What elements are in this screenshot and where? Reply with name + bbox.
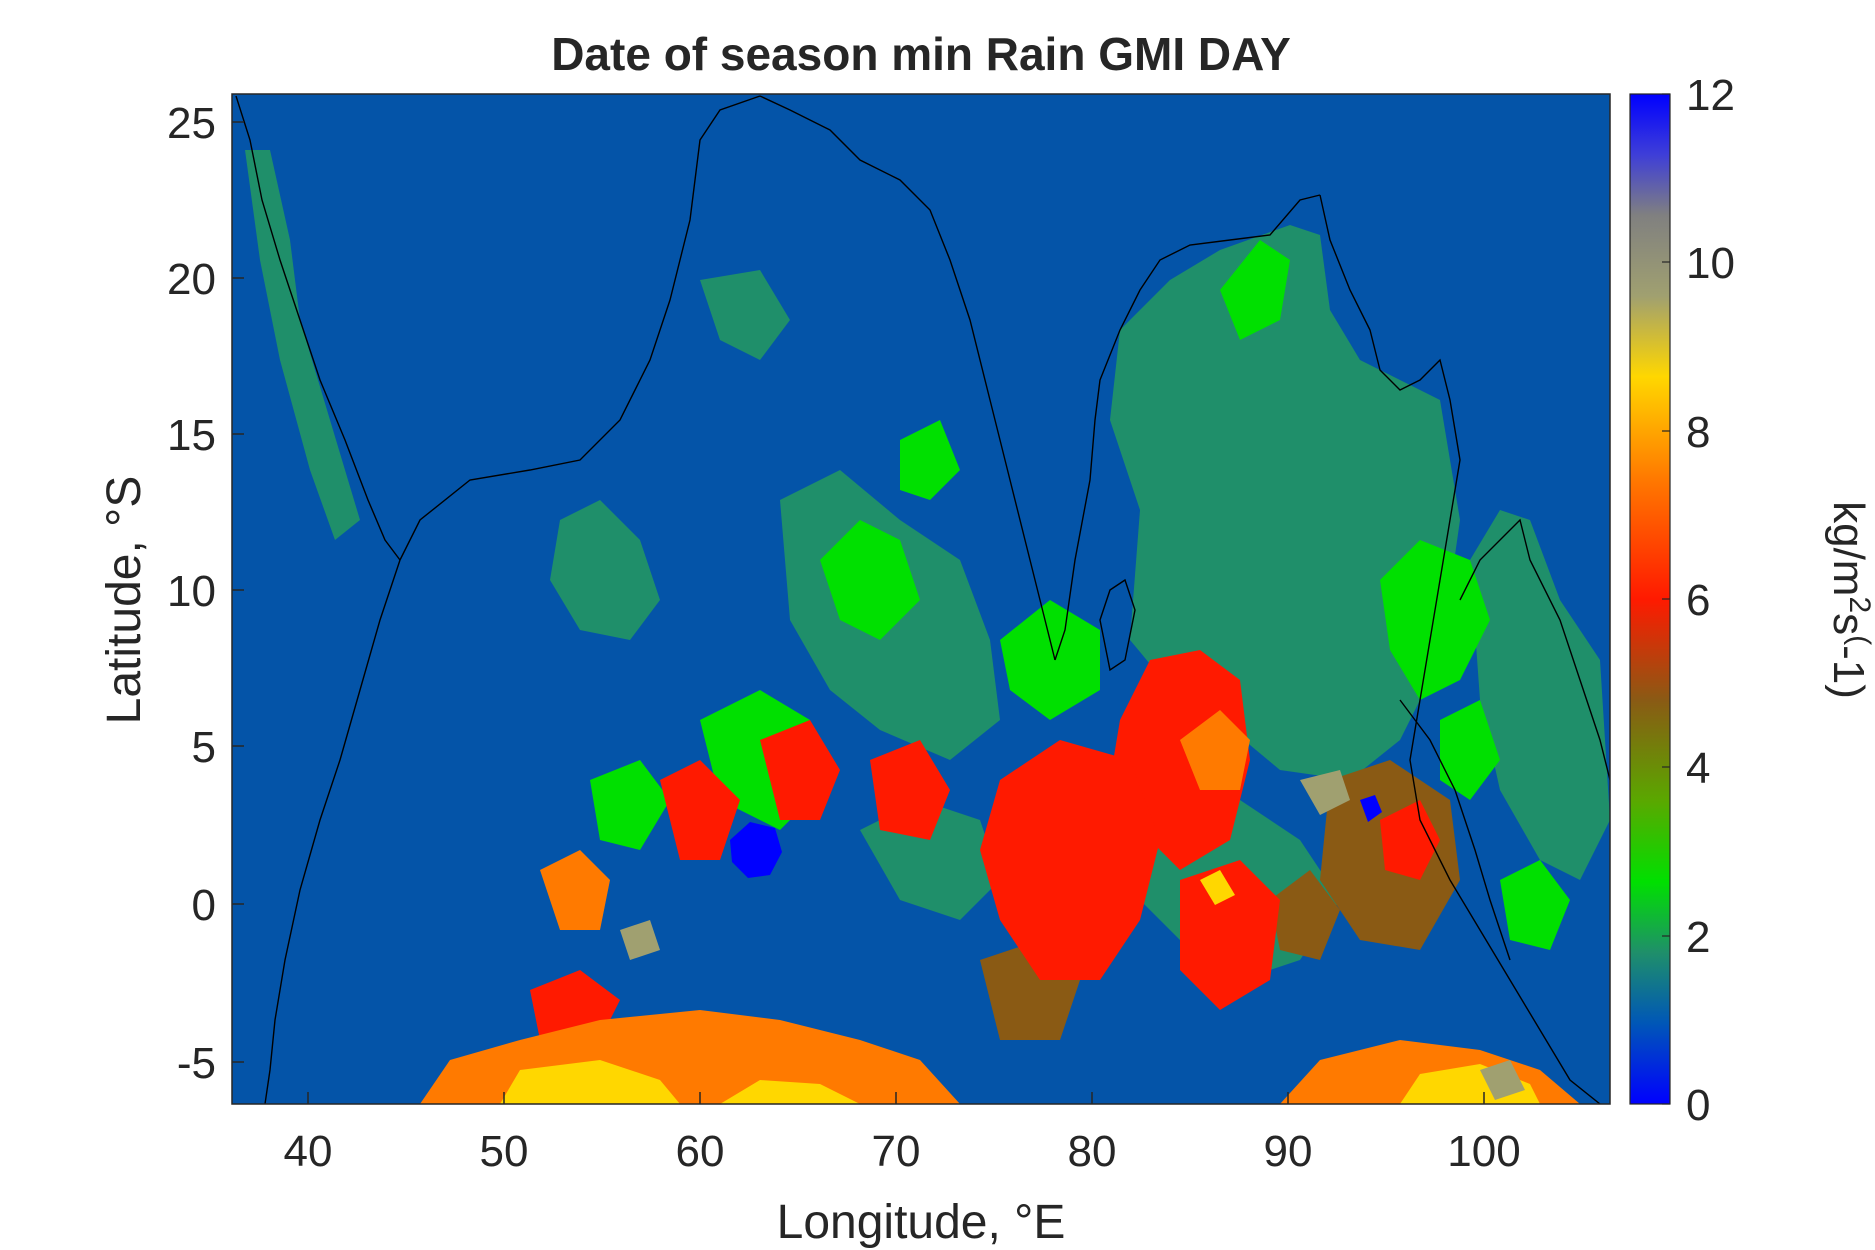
- colorbar-label: kg/m2s(-1): [1824, 501, 1875, 699]
- y-axis: [232, 121, 244, 1063]
- y-tick-label: 0: [192, 881, 216, 930]
- y-tick-label: 20: [167, 255, 216, 304]
- x-tick-label: 70: [872, 1127, 921, 1176]
- high-value-regions: [530, 650, 1440, 1040]
- colorbar-label-tail: -1): [1824, 645, 1873, 699]
- colorbar-ticks: [1662, 93, 1670, 1105]
- map-title: Date of season min Rain GMI DAY: [551, 28, 1291, 80]
- y-axis-label: Latitude, °S: [98, 476, 151, 725]
- x-tick-label: 50: [480, 1127, 529, 1176]
- colorbar-label-mid: s: [1824, 613, 1873, 635]
- x-tick-label: 60: [676, 1127, 725, 1176]
- grey-regions: [620, 770, 1525, 1100]
- colorbar-label-base: kg/m: [1824, 501, 1873, 596]
- x-tick-label: 100: [1447, 1127, 1520, 1176]
- y-tick-label: 25: [167, 99, 216, 148]
- colorbar-tick-label: 12: [1686, 71, 1735, 120]
- y-tick-label: 5: [192, 723, 216, 772]
- colorbar-tick-label: 0: [1686, 1081, 1710, 1130]
- yellow-regions: [500, 870, 1540, 1104]
- colorbar-tick-label: 2: [1686, 913, 1710, 962]
- colorbar-tick-label: 6: [1686, 576, 1710, 625]
- map-frame: [231, 93, 1611, 1105]
- y-tick-label: 10: [167, 567, 216, 616]
- x-axis-label: Longitude, °E: [777, 1196, 1066, 1249]
- y-tick-label: 15: [167, 411, 216, 460]
- x-tick-label: 40: [284, 1127, 333, 1176]
- min-value-spots: [730, 795, 1382, 878]
- colorbar-label-sup: 2: [1843, 596, 1875, 613]
- y-tick-label: -5: [177, 1039, 216, 1088]
- map-area: [232, 94, 1610, 1104]
- colorbar-label-sup: (: [1843, 635, 1875, 645]
- x-axis: [307, 1092, 1485, 1104]
- colorbar-tick-label: 10: [1686, 239, 1735, 288]
- coastline: [235, 95, 1610, 1104]
- x-tick-labels: 40 50 60 70 80 90 100: [284, 1127, 1521, 1176]
- colorbar-tick-labels: 0 2 4 6 8 10 12: [1686, 71, 1735, 1130]
- colorbar-tick-label: 8: [1686, 408, 1710, 457]
- y-tick-labels: 25 20 15 10 5 0 -5: [167, 99, 216, 1088]
- x-tick-label: 90: [1264, 1127, 1313, 1176]
- colorbar-tick-label: 4: [1686, 744, 1710, 793]
- x-tick-label: 80: [1068, 1127, 1117, 1176]
